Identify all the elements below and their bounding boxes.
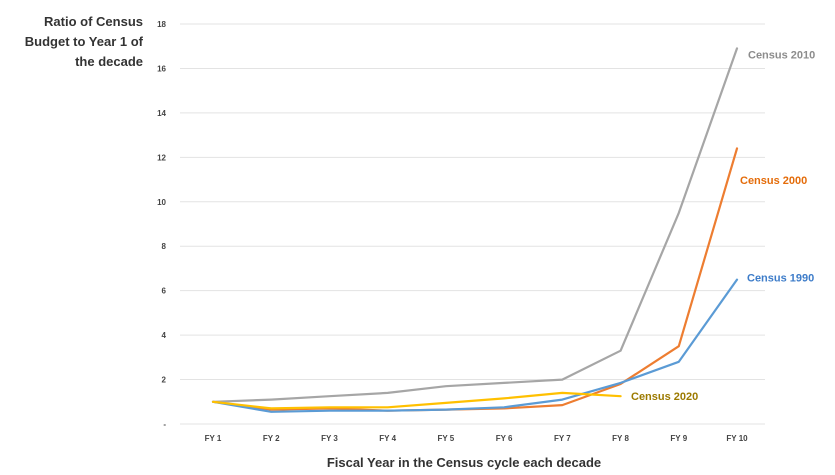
x-axis-title: Fiscal Year in the Census cycle each dec… xyxy=(327,455,601,470)
y-tick-label: 6 xyxy=(162,287,167,296)
x-tick-label: FY 2 xyxy=(263,434,280,443)
gridlines xyxy=(180,23,765,425)
y-tick-label: 8 xyxy=(162,242,167,251)
x-tick-label: FY 3 xyxy=(321,434,338,443)
y-tick-label: 10 xyxy=(157,198,166,207)
series-label-census-2000: Census 2000 xyxy=(740,175,807,187)
x-tick-label: FY 7 xyxy=(554,434,571,443)
y-axis-ticks: - 2 4 6 8 10 12 14 16 18 xyxy=(157,20,166,429)
y-axis-title: Ratio of Census Budget to Year 1 of the … xyxy=(25,14,144,69)
series-line-census-2020 xyxy=(211,391,622,410)
y-axis-title-line-1: Ratio of Census xyxy=(44,14,143,29)
y-axis-title-line-2: Budget to Year 1 of xyxy=(25,34,144,49)
y-tick-label: 2 xyxy=(162,376,167,385)
x-tick-label: FY 4 xyxy=(379,434,396,443)
series-line-census-2000 xyxy=(211,147,739,412)
y-tick-label: 12 xyxy=(157,153,166,162)
series-line-census-2010 xyxy=(211,47,739,403)
x-tick-label: FY 9 xyxy=(670,434,687,443)
series-lines xyxy=(211,47,739,413)
series-line-census-1990 xyxy=(211,278,739,413)
y-axis-title-line-3: the decade xyxy=(75,54,143,69)
x-tick-label: FY 1 xyxy=(205,434,222,443)
x-tick-label: FY 8 xyxy=(612,434,629,443)
x-axis-ticks: FY 1 FY 2 FY 3 FY 4 FY 5 FY 6 FY 7 FY 8 FY 9 FY 1… xyxy=(205,434,749,443)
y-tick-label: 4 xyxy=(162,331,167,340)
series-labels: Census 2010 Census 2000 Census 1990 Census … xyxy=(631,49,815,403)
series-label-census-2010: Census 2010 xyxy=(748,49,815,61)
y-tick-label: 14 xyxy=(157,109,166,118)
y-tick-label: 16 xyxy=(157,64,166,73)
series-label-census-2020: Census 2020 xyxy=(631,391,698,403)
series-label-census-1990: Census 1990 xyxy=(747,273,814,285)
x-tick-label: FY 5 xyxy=(438,434,455,443)
y-tick-label: 18 xyxy=(157,20,166,29)
y-tick-label: - xyxy=(163,420,166,429)
x-tick-label: FY 6 xyxy=(496,434,513,443)
x-tick-label: FY 10 xyxy=(726,434,748,443)
